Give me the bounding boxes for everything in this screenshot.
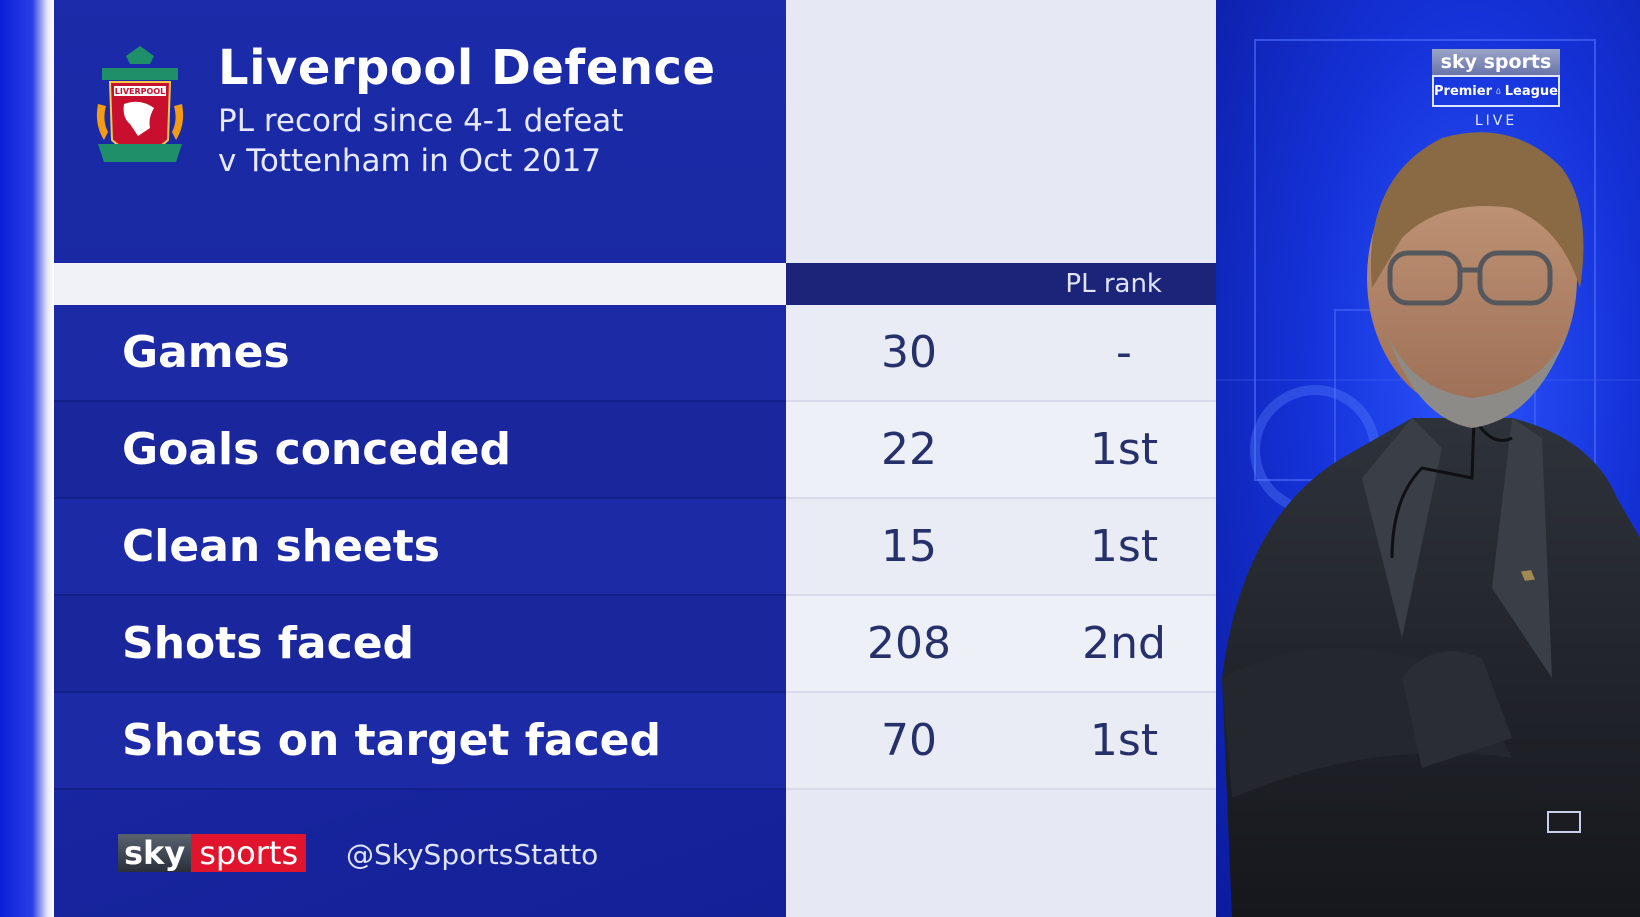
row-rank: - bbox=[1032, 305, 1216, 402]
row-label: Clean sheets bbox=[54, 499, 786, 596]
broadcast-logo-middle: Premier League bbox=[1432, 75, 1560, 107]
table-row: Shots faced 208 2nd bbox=[54, 596, 1216, 693]
table-row: Shots on target faced 70 1st bbox=[54, 693, 1216, 790]
row-rank: 1st bbox=[1032, 402, 1216, 499]
table-row: Clean sheets 15 1st bbox=[54, 499, 1216, 596]
table-row: Games 30 - bbox=[54, 305, 1216, 402]
row-value: 15 bbox=[786, 499, 1032, 596]
broadcast-logo-top: sky sports bbox=[1432, 49, 1560, 75]
page-subtitle: PL record since 4-1 defeat v Tottenham i… bbox=[218, 101, 738, 181]
broadcast-logo-live: LIVE bbox=[1474, 113, 1518, 129]
rank-column-label: PL rank bbox=[1065, 269, 1162, 299]
liverpool-crest-icon: LIVERPOOL bbox=[96, 46, 184, 162]
screen-icon bbox=[1547, 811, 1581, 833]
row-rank: 2nd bbox=[1032, 596, 1216, 693]
table-row: Goals conceded 22 1st bbox=[54, 402, 1216, 499]
header-separator-band bbox=[54, 263, 786, 305]
left-background-strip bbox=[0, 0, 54, 917]
rank-column-header: PL rank bbox=[786, 263, 1216, 305]
lion-icon bbox=[1496, 88, 1501, 94]
crest-text: LIVERPOOL bbox=[115, 87, 165, 96]
row-value: 22 bbox=[786, 402, 1032, 499]
row-label: Games bbox=[54, 305, 786, 402]
page-title: Liverpool Defence bbox=[218, 40, 716, 96]
manager-portrait-image: ♦ bbox=[1222, 132, 1640, 917]
row-value: 30 bbox=[786, 305, 1032, 402]
row-value: 208 bbox=[786, 596, 1032, 693]
stats-table: Games 30 - Goals conceded 22 1st Clean s… bbox=[54, 305, 1216, 790]
sky-logo-text: sky bbox=[118, 834, 192, 872]
row-rank: 1st bbox=[1032, 499, 1216, 596]
row-rank: 1st bbox=[1032, 693, 1216, 790]
sky-sports-logo: sky sports bbox=[118, 834, 307, 872]
broadcast-logo-premier: Premier bbox=[1434, 83, 1492, 99]
subtitle-line-1: PL record since 4-1 defeat bbox=[218, 103, 624, 139]
row-value: 70 bbox=[786, 693, 1032, 790]
row-label: Shots on target faced bbox=[54, 693, 786, 790]
subtitle-line-2: v Tottenham in Oct 2017 bbox=[218, 143, 602, 179]
broadcast-logo-league: League bbox=[1504, 83, 1558, 99]
row-label: Goals conceded bbox=[54, 402, 786, 499]
broadcast-logo: sky sports Premier League LIVE bbox=[1432, 49, 1560, 129]
sports-logo-text: sports bbox=[191, 834, 307, 872]
twitter-handle: @SkySportsStatto bbox=[346, 838, 599, 871]
row-label: Shots faced bbox=[54, 596, 786, 693]
